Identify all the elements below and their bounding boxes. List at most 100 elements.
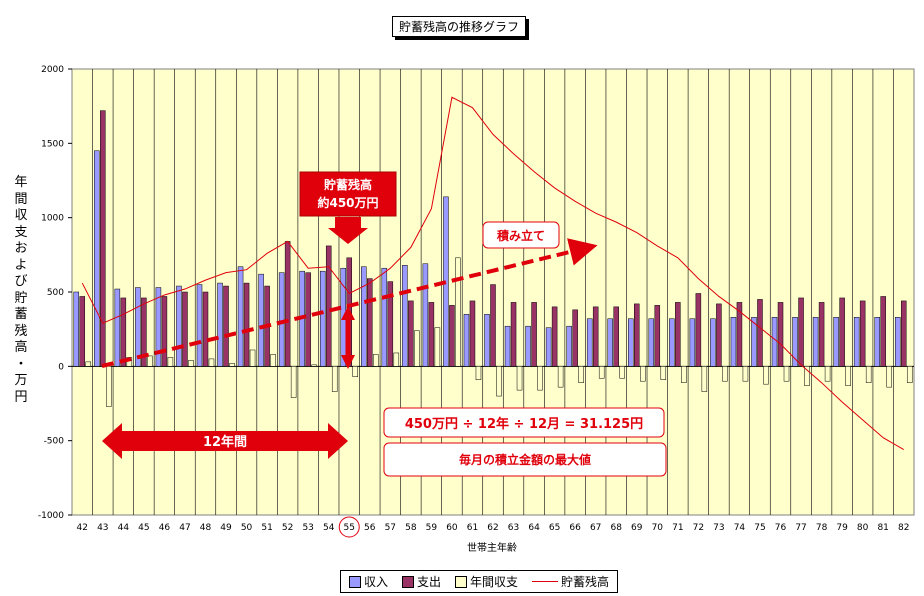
bar-支出-59 bbox=[428, 302, 435, 367]
bar-支出-62 bbox=[490, 284, 496, 367]
formula-label: 450万円 ÷ 12年 ÷ 12月 = 31.125円 bbox=[405, 416, 643, 432]
bar-支出-50 bbox=[243, 282, 250, 367]
legend-item-収入: 収入 bbox=[349, 573, 388, 590]
formula-box bbox=[383, 407, 665, 438]
bar-収入-56 bbox=[361, 266, 367, 367]
bar-収入-46 bbox=[155, 287, 162, 367]
bar-収入-65 bbox=[545, 327, 552, 367]
bar-年間収支-74 bbox=[742, 366, 749, 382]
vertical-arrow-shaft bbox=[345, 318, 351, 358]
x-tick-label: 47 bbox=[179, 523, 190, 533]
bar-支出-66 bbox=[572, 309, 578, 367]
bar-支出-80 bbox=[859, 300, 866, 367]
bar-年間収支-57 bbox=[393, 352, 400, 367]
bar-支出-58 bbox=[408, 300, 414, 367]
bar-支出-78 bbox=[818, 302, 825, 367]
bar-年間収支-45 bbox=[147, 355, 153, 367]
bar-収入-82 bbox=[894, 317, 901, 367]
bar-収入-61 bbox=[463, 314, 470, 367]
accumulation-trend-arrow bbox=[101, 238, 598, 368]
bar-年間収支-69 bbox=[640, 366, 646, 382]
bar-支出-65 bbox=[551, 306, 558, 367]
y-axis-label-char: 蓄 bbox=[14, 307, 28, 322]
bar-年間収支-68 bbox=[619, 366, 625, 379]
bar-支出-75 bbox=[757, 299, 763, 367]
bar-収入-66 bbox=[566, 325, 572, 367]
bar-年間収支-66 bbox=[578, 366, 584, 383]
bar-年間収支-67 bbox=[598, 366, 605, 379]
bar-支出-69 bbox=[634, 303, 640, 367]
bar-収入-51 bbox=[258, 273, 264, 367]
bar-支出-70 bbox=[654, 305, 661, 367]
bar-年間収支-46 bbox=[167, 357, 174, 367]
y-tick-label: -1000 bbox=[38, 511, 64, 521]
x-tick-label: 63 bbox=[508, 523, 519, 533]
savings-line bbox=[81, 96, 904, 451]
bar-支出-82 bbox=[900, 300, 907, 367]
bar-収入-76 bbox=[771, 317, 778, 367]
x-tick-label: 71 bbox=[672, 523, 683, 533]
legend-label: 支出 bbox=[417, 575, 442, 589]
x-tick-label: 52 bbox=[282, 523, 293, 533]
bar-年間収支-53 bbox=[311, 364, 317, 367]
x-tick-label: 81 bbox=[877, 523, 888, 533]
x-tick-label: 48 bbox=[200, 523, 212, 533]
x-tick-label: 42 bbox=[77, 523, 88, 533]
bar-収入-57 bbox=[381, 267, 388, 367]
bar-収入-81 bbox=[874, 317, 880, 367]
chart-title: 貯蓄残高の推移グラフ bbox=[392, 16, 527, 37]
bar-収入-47 bbox=[176, 285, 182, 367]
x-tick-label: 57 bbox=[385, 523, 396, 533]
bar-支出-45 bbox=[141, 297, 147, 367]
highlight-circle-55 bbox=[338, 516, 360, 538]
bar-支出-72 bbox=[695, 293, 702, 367]
y-axis-ticks: -1000 -500 0 500 1000 1500 2000 bbox=[38, 65, 72, 521]
x-tick-label: 44 bbox=[118, 523, 130, 533]
bar-支出-81 bbox=[880, 296, 886, 367]
x-tick-label: 43 bbox=[97, 523, 108, 533]
x-tick-label: 74 bbox=[734, 523, 746, 533]
vertical-arrow-head-up bbox=[341, 306, 355, 320]
x-tick-label: 59 bbox=[426, 523, 438, 533]
bar-支出-77 bbox=[798, 297, 804, 367]
y-tick-label: 500 bbox=[47, 288, 64, 298]
bar-年間収支-48 bbox=[208, 358, 215, 367]
bar-年間収支-42 bbox=[85, 361, 92, 367]
x-axis-label: 世帯主年齢 bbox=[467, 541, 517, 554]
bar-収入-59 bbox=[422, 263, 429, 367]
legend-item-貯蓄残高: 貯蓄残高 bbox=[532, 573, 609, 590]
bar-支出-61 bbox=[469, 300, 476, 367]
bar-収入-78 bbox=[812, 317, 819, 367]
x-tick-label: 66 bbox=[569, 523, 581, 533]
x-tick-label: 65 bbox=[549, 523, 560, 533]
x-tick-label: 69 bbox=[631, 523, 643, 533]
x-tick-label: 68 bbox=[610, 523, 622, 533]
bar-収入-62 bbox=[484, 314, 490, 367]
bar-支出-43 bbox=[100, 110, 106, 367]
bar-支出-52 bbox=[284, 241, 291, 367]
bar-収入-49 bbox=[217, 282, 223, 367]
bar-年間収支-65 bbox=[557, 366, 564, 388]
bar-支出-54 bbox=[325, 245, 332, 367]
bar-年間収支-82 bbox=[906, 366, 913, 383]
bar-収入-79 bbox=[833, 317, 839, 367]
x-tick-label: 53 bbox=[302, 523, 313, 533]
bar-収入-44 bbox=[114, 288, 121, 367]
legend-item-支出: 支出 bbox=[402, 573, 441, 590]
bar-支出-48 bbox=[202, 291, 209, 367]
bar-収入-52 bbox=[278, 272, 285, 367]
bar-年間収支-62 bbox=[496, 366, 502, 397]
x-tick-label: 45 bbox=[138, 523, 149, 533]
x-tick-label: 56 bbox=[364, 523, 376, 533]
y-axis-label-char: 貯 bbox=[14, 290, 28, 306]
callout-savings-box bbox=[299, 171, 397, 217]
x-tick-label: 55 bbox=[344, 523, 355, 533]
legend-color-swatch bbox=[455, 575, 468, 588]
x-tick-label: 80 bbox=[857, 523, 869, 533]
bar-年間収支-77 bbox=[804, 366, 810, 386]
bar-支出-68 bbox=[613, 306, 619, 367]
y-axis-label-char: お bbox=[14, 241, 28, 256]
callout-down-arrow bbox=[328, 217, 368, 244]
bar-収入-77 bbox=[792, 317, 798, 367]
twelve-years-arrow bbox=[102, 423, 348, 459]
